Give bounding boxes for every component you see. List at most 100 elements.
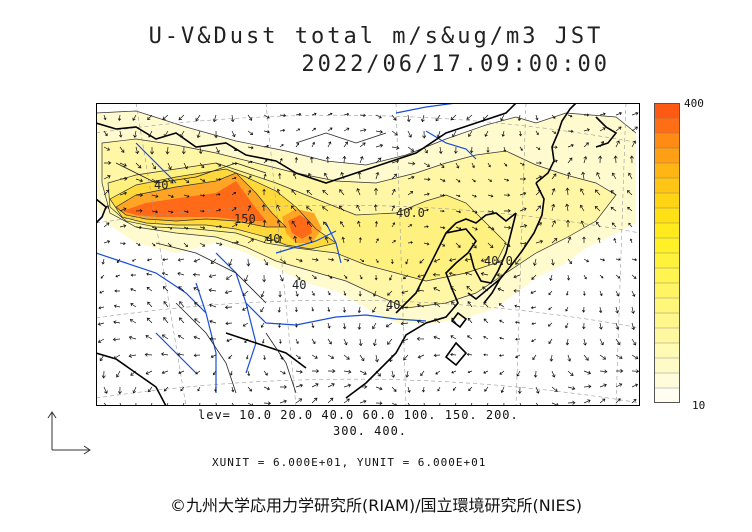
wind-vector bbox=[242, 322, 249, 327]
wind-vector bbox=[631, 369, 640, 374]
wind-vector bbox=[615, 383, 623, 388]
wind-vector bbox=[327, 306, 331, 312]
wind-vector bbox=[327, 141, 332, 148]
wind-vector bbox=[343, 398, 350, 404]
wind-vector bbox=[487, 242, 494, 249]
wind-vector bbox=[519, 207, 527, 212]
wind-vector bbox=[464, 257, 473, 262]
wind-vector bbox=[135, 178, 144, 183]
wind-vector bbox=[208, 274, 217, 279]
wind-vector bbox=[535, 130, 539, 136]
wind-vector bbox=[247, 221, 252, 228]
wind-vector bbox=[279, 274, 284, 282]
wind-vector bbox=[119, 146, 125, 153]
contour-lines bbox=[96, 110, 637, 309]
wind-vector bbox=[215, 193, 221, 196]
wind-vector bbox=[327, 127, 333, 132]
wind-vector bbox=[311, 338, 316, 345]
wind-vector bbox=[433, 335, 441, 340]
wind-vector bbox=[391, 188, 396, 196]
wind-vector bbox=[119, 191, 128, 196]
wind-vector bbox=[295, 383, 303, 388]
wind-vector bbox=[515, 320, 521, 324]
contour-label: 40 bbox=[266, 232, 280, 246]
wind-vector bbox=[119, 224, 127, 228]
wind-vector bbox=[375, 143, 384, 148]
wind-vector bbox=[343, 290, 347, 296]
credit-line: ©九州大学応用力学研究所(RIAM)/国立環境研究所(NIES) bbox=[170, 496, 582, 515]
wind-vector bbox=[151, 178, 159, 184]
wind-vector bbox=[343, 338, 348, 346]
wind-vector bbox=[407, 175, 415, 180]
wind-vector bbox=[611, 172, 617, 180]
wind-vector bbox=[119, 176, 128, 181]
lat-lon-grid bbox=[96, 103, 640, 406]
wind-vector bbox=[306, 190, 313, 196]
wind-vector bbox=[101, 258, 105, 265]
wind-vector bbox=[135, 162, 142, 169]
wind-vector bbox=[199, 226, 206, 230]
wind-vector bbox=[391, 205, 396, 212]
wind-vector bbox=[503, 178, 510, 182]
wind-vector bbox=[536, 161, 542, 165]
wind-vector bbox=[263, 236, 269, 244]
dust-level-150 bbox=[122, 181, 266, 221]
wind-vector bbox=[551, 188, 556, 196]
wind-vector bbox=[599, 369, 608, 374]
colorbar-cell bbox=[654, 147, 680, 164]
wind-vector bbox=[311, 112, 317, 116]
wind-vector bbox=[128, 335, 137, 340]
wind-vector bbox=[133, 130, 137, 138]
wind-vector bbox=[439, 226, 446, 230]
colorbar-cell bbox=[654, 312, 680, 329]
wind-vector bbox=[359, 156, 364, 164]
wind-vector bbox=[247, 370, 251, 377]
wind-vector bbox=[294, 306, 298, 313]
wind-vector bbox=[199, 193, 206, 197]
map-frame bbox=[96, 103, 640, 406]
wind-vector bbox=[551, 220, 556, 228]
wind-vector bbox=[615, 398, 621, 404]
wind-vector bbox=[407, 224, 413, 228]
wind-vector bbox=[247, 175, 252, 180]
wind-vector bbox=[262, 274, 267, 283]
wind-vector bbox=[423, 162, 431, 167]
wind-vector bbox=[311, 383, 319, 388]
wind-vector bbox=[439, 209, 445, 213]
wind-vector bbox=[405, 258, 409, 265]
wind-vector bbox=[375, 157, 382, 164]
wind-vector bbox=[407, 146, 415, 152]
wind-vector bbox=[500, 114, 505, 121]
wind-vector bbox=[356, 188, 361, 196]
wind-vector bbox=[580, 188, 585, 196]
wind-vector bbox=[419, 258, 425, 264]
colorbar-cell bbox=[654, 282, 680, 299]
wind-vector bbox=[119, 162, 127, 167]
wind-vector bbox=[503, 193, 511, 197]
wind-vector bbox=[497, 258, 505, 264]
x-arrow-head bbox=[83, 445, 91, 455]
wind-vector bbox=[567, 129, 574, 133]
wind-vector bbox=[533, 370, 538, 378]
wind-vector bbox=[214, 130, 219, 139]
wind-vector bbox=[551, 258, 555, 266]
wind-vector bbox=[471, 242, 477, 249]
wind-vector bbox=[503, 209, 511, 213]
wind-vector bbox=[499, 370, 505, 375]
wind-vector bbox=[195, 370, 201, 375]
wind-vector bbox=[631, 258, 638, 262]
dust-level-150-east bbox=[288, 215, 312, 239]
wind-vector bbox=[416, 303, 425, 308]
wind-vector bbox=[407, 241, 413, 244]
wind-vector bbox=[599, 383, 607, 388]
colorbar-cell bbox=[654, 252, 680, 269]
wind-vector bbox=[116, 258, 121, 264]
wind-vector bbox=[466, 114, 473, 120]
wind-vector bbox=[375, 401, 383, 405]
contour-label: 150 bbox=[234, 212, 256, 226]
wind-vector bbox=[374, 220, 379, 228]
wind-vector bbox=[295, 354, 301, 360]
wind-vector bbox=[631, 111, 639, 116]
wind-vector bbox=[455, 226, 462, 231]
wind-vector bbox=[535, 175, 542, 180]
